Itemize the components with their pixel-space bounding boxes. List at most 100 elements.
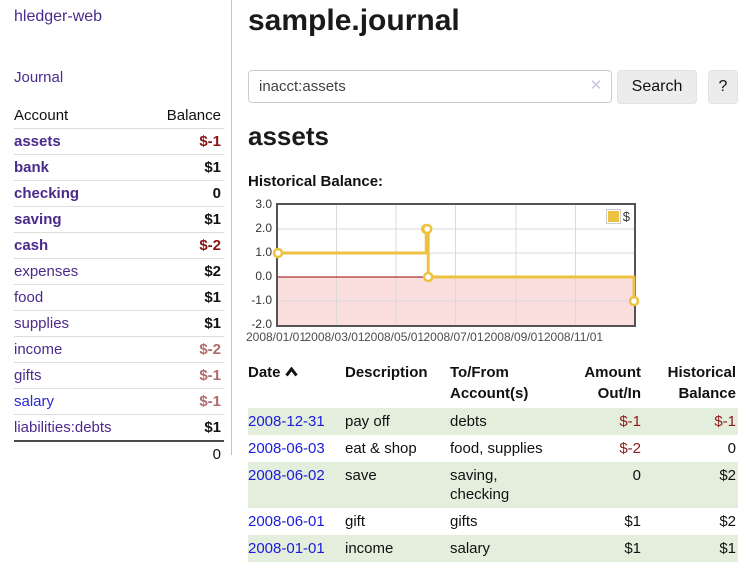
- account-row: income $-2: [14, 336, 224, 363]
- transaction-amount: 0: [555, 462, 643, 508]
- accounts-total-row: 0: [14, 441, 224, 467]
- transaction-accounts: saving, checking: [450, 462, 555, 508]
- account-link-bank[interactable]: bank: [14, 159, 50, 176]
- transaction-accounts: salary: [450, 535, 555, 562]
- transaction-balance: $-1: [643, 408, 738, 435]
- y-axis-tick-label: 0.0: [255, 269, 272, 283]
- account-row: salary $-1: [14, 388, 224, 415]
- transaction-description: eat & shop: [345, 440, 417, 457]
- account-link-expenses[interactable]: expenses: [14, 263, 79, 280]
- transaction-description: pay off: [345, 408, 450, 435]
- column-header-description: Description: [345, 364, 428, 381]
- accounts-table: Account Balance assets $-1 bank $1 check…: [14, 103, 224, 467]
- y-axis-tick-label: 3.0: [255, 197, 272, 211]
- x-axis-tick-label: 2008/09/01: [483, 330, 544, 344]
- x-axis-tick-label: 2008/03/01: [304, 330, 365, 344]
- account-balance: 0: [212, 185, 221, 202]
- account-row: gifts $-1: [14, 362, 224, 389]
- main-panel: sample.journal ✕ Search ? assets Histori…: [246, 0, 742, 582]
- legend-swatch-icon: [605, 209, 621, 224]
- account-row: food $1: [14, 284, 224, 311]
- account-link-assets[interactable]: assets: [14, 133, 61, 150]
- transaction-row: 2008-06-01 gift gifts $1 $2: [248, 508, 738, 535]
- search-button[interactable]: Search: [617, 70, 697, 104]
- transaction-accounts: gifts: [450, 513, 478, 530]
- account-balance: $-1: [199, 367, 221, 384]
- account-row: checking 0: [14, 180, 224, 207]
- transaction-date-link[interactable]: 2008-12-31: [248, 413, 325, 430]
- account-link-cash[interactable]: cash: [14, 237, 49, 254]
- account-row: cash $-2: [14, 232, 224, 259]
- clear-search-icon[interactable]: ✕: [589, 77, 603, 94]
- x-axis-tick-label: 2008/01/01: [245, 330, 307, 344]
- transactions-header-row: Date Description To/From Account(s) Amou…: [248, 360, 738, 408]
- page-title: sample.journal: [248, 4, 460, 37]
- column-header-balance: Historical Balance: [667, 364, 736, 402]
- historical-balance-label: Historical Balance:: [248, 173, 384, 190]
- transaction-row: 2008-01-01 income salary $1 $1: [248, 535, 738, 562]
- account-balance: $1: [204, 211, 221, 228]
- account-balance: $-2: [199, 341, 221, 358]
- account-link-supplies[interactable]: supplies: [14, 315, 70, 332]
- column-header-date[interactable]: Date: [248, 360, 345, 408]
- search-bar: ✕ Search ?: [248, 70, 742, 104]
- account-balance: $-1: [199, 133, 221, 150]
- account-balance: $1: [204, 289, 221, 306]
- account-balance: $-2: [199, 237, 221, 254]
- transaction-balance: $2: [719, 513, 736, 530]
- account-link-checking[interactable]: checking: [14, 185, 80, 202]
- account-balance: $1: [204, 419, 221, 436]
- x-axis-tick-label: 2008/07/01: [423, 330, 484, 344]
- sidebar: hledger-web Journal Account Balance asse…: [0, 0, 232, 463]
- transaction-date-link[interactable]: 2008-06-01: [248, 513, 325, 530]
- transaction-description: save: [345, 462, 450, 508]
- x-axis-tick-label: 2008/11/01: [543, 330, 604, 344]
- transaction-amount: $-1: [555, 408, 643, 435]
- sort-ascending-icon: [284, 367, 298, 377]
- chart-legend: $: [605, 209, 630, 224]
- column-header-accounts: To/From Account(s): [450, 364, 529, 402]
- historical-balance-chart: $ 3.0 2.0 1.0 0.0 -1.0 -2.0 2008/01/01 2008/03/…: [246, 197, 668, 344]
- y-axis-tick-label: 1.0: [255, 245, 272, 259]
- transactions-table: Date Description To/From Account(s) Amou…: [248, 360, 738, 562]
- accounts-header-account: Account: [14, 107, 69, 124]
- transaction-description: income: [345, 535, 450, 562]
- app-brand-link[interactable]: hledger-web: [14, 8, 103, 25]
- help-button[interactable]: ?: [708, 70, 738, 104]
- chart-plot-area: $: [272, 203, 640, 327]
- account-link-income[interactable]: income: [14, 341, 63, 358]
- account-row: supplies $1: [14, 310, 224, 337]
- y-axis-tick-label: -2.0: [251, 317, 272, 331]
- y-axis-tick-label: -1.0: [251, 293, 272, 307]
- search-input[interactable]: [248, 70, 612, 103]
- y-axis-tick-label: 2.0: [255, 221, 272, 235]
- accounts-table-header: Account Balance: [14, 103, 224, 129]
- account-link-saving[interactable]: saving: [14, 211, 62, 228]
- chart-canvas: [272, 205, 640, 325]
- account-link-food[interactable]: food: [14, 289, 44, 306]
- account-link-gifts[interactable]: gifts: [14, 367, 42, 384]
- account-balance: $-1: [199, 393, 221, 410]
- x-axis-tick-label: 2008/05/01: [363, 330, 425, 344]
- account-link-salary[interactable]: salary: [14, 393, 55, 410]
- column-header-amount: Amount Out/In: [584, 364, 641, 402]
- accounts-total-balance: 0: [212, 446, 221, 463]
- account-row: saving $1: [14, 206, 224, 233]
- account-link-liabilities-debts[interactable]: liabilities:debts: [14, 419, 112, 436]
- transaction-date-link[interactable]: 2008-06-02: [248, 467, 325, 484]
- transaction-row: 2008-12-31 pay off debts $-1 $-1: [248, 408, 738, 435]
- transaction-date-link[interactable]: 2008-06-03: [248, 440, 325, 457]
- transaction-balance: $2: [643, 462, 738, 508]
- sidebar-item-journal[interactable]: Journal: [14, 69, 64, 86]
- transaction-amount: $-2: [619, 440, 641, 457]
- transaction-date-link[interactable]: 2008-01-01: [248, 540, 325, 557]
- accounts-header-balance: Balance: [166, 107, 221, 124]
- account-row: assets $-1: [14, 128, 224, 155]
- legend-label: $: [622, 209, 630, 224]
- account-balance: $1: [204, 315, 221, 332]
- account-balance: $1: [204, 159, 221, 176]
- transaction-amount: $1: [555, 535, 643, 562]
- transaction-amount: $1: [624, 513, 641, 530]
- account-heading: assets: [248, 121, 329, 151]
